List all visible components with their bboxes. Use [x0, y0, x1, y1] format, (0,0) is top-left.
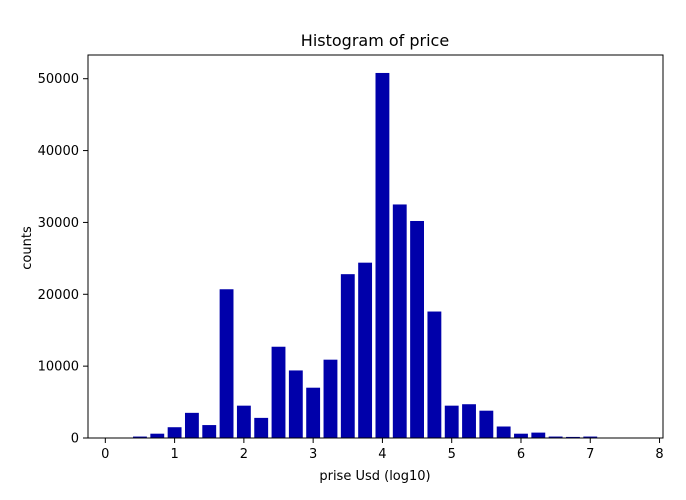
histogram-bar: [531, 432, 546, 438]
x-axis-label: prise Usd (log10): [319, 469, 430, 484]
x-tick-label: 5: [448, 447, 456, 462]
x-axis: 0 1 2 3 4 5 6 7 8: [101, 438, 664, 462]
y-tick-label: 10000: [38, 360, 79, 375]
y-tick-label: 20000: [38, 288, 79, 303]
y-tick-label: 30000: [38, 216, 79, 231]
histogram-bar: [514, 433, 528, 438]
histogram-bar: [358, 262, 373, 438]
plot-frame: [87, 54, 664, 439]
histogram-bar: [236, 405, 251, 438]
histogram-bar: [427, 311, 442, 438]
histogram-bar: [254, 417, 269, 438]
x-tick-label: 7: [586, 447, 594, 462]
bars-layer: [115, 72, 650, 439]
x-tick-label: 0: [101, 447, 109, 462]
histogram-bar: [167, 427, 182, 438]
histogram-bar: [548, 436, 563, 438]
histogram-bar: [184, 412, 199, 438]
x-tick-label: 4: [378, 447, 386, 462]
histogram-bar: [271, 346, 286, 438]
histogram-bar: [392, 204, 407, 438]
y-axis-label: counts: [20, 226, 35, 270]
x-tick-label: 1: [170, 447, 178, 462]
y-axis: 0 10000 20000 30000 40000 50000: [38, 72, 88, 447]
histogram-bar: [306, 387, 321, 438]
histogram-bar: [340, 274, 355, 438]
histogram-bar: [479, 410, 494, 438]
histogram-bar: [496, 426, 511, 438]
y-tick-label: 50000: [38, 72, 79, 87]
histogram-bar: [150, 433, 165, 438]
chart-title: Histogram of price: [301, 31, 449, 50]
y-tick-label: 40000: [38, 144, 79, 159]
x-tick-label: 2: [240, 447, 248, 462]
histogram-bar: [133, 436, 147, 438]
histogram-bar: [375, 72, 390, 439]
x-tick-label: 3: [309, 447, 317, 462]
histogram-bar: [202, 425, 217, 438]
histogram-bar: [288, 370, 303, 438]
histogram-bar: [323, 359, 338, 438]
histogram-bar: [444, 405, 459, 438]
histogram-bar: [462, 404, 476, 438]
y-tick-label: 0: [71, 432, 79, 447]
histogram-bar: [566, 436, 580, 438]
histogram-bar: [410, 220, 424, 438]
histogram-bar: [219, 289, 234, 438]
x-tick-label: 8: [655, 447, 663, 462]
x-tick-label: 6: [517, 447, 525, 462]
histogram-bar: [583, 436, 598, 438]
